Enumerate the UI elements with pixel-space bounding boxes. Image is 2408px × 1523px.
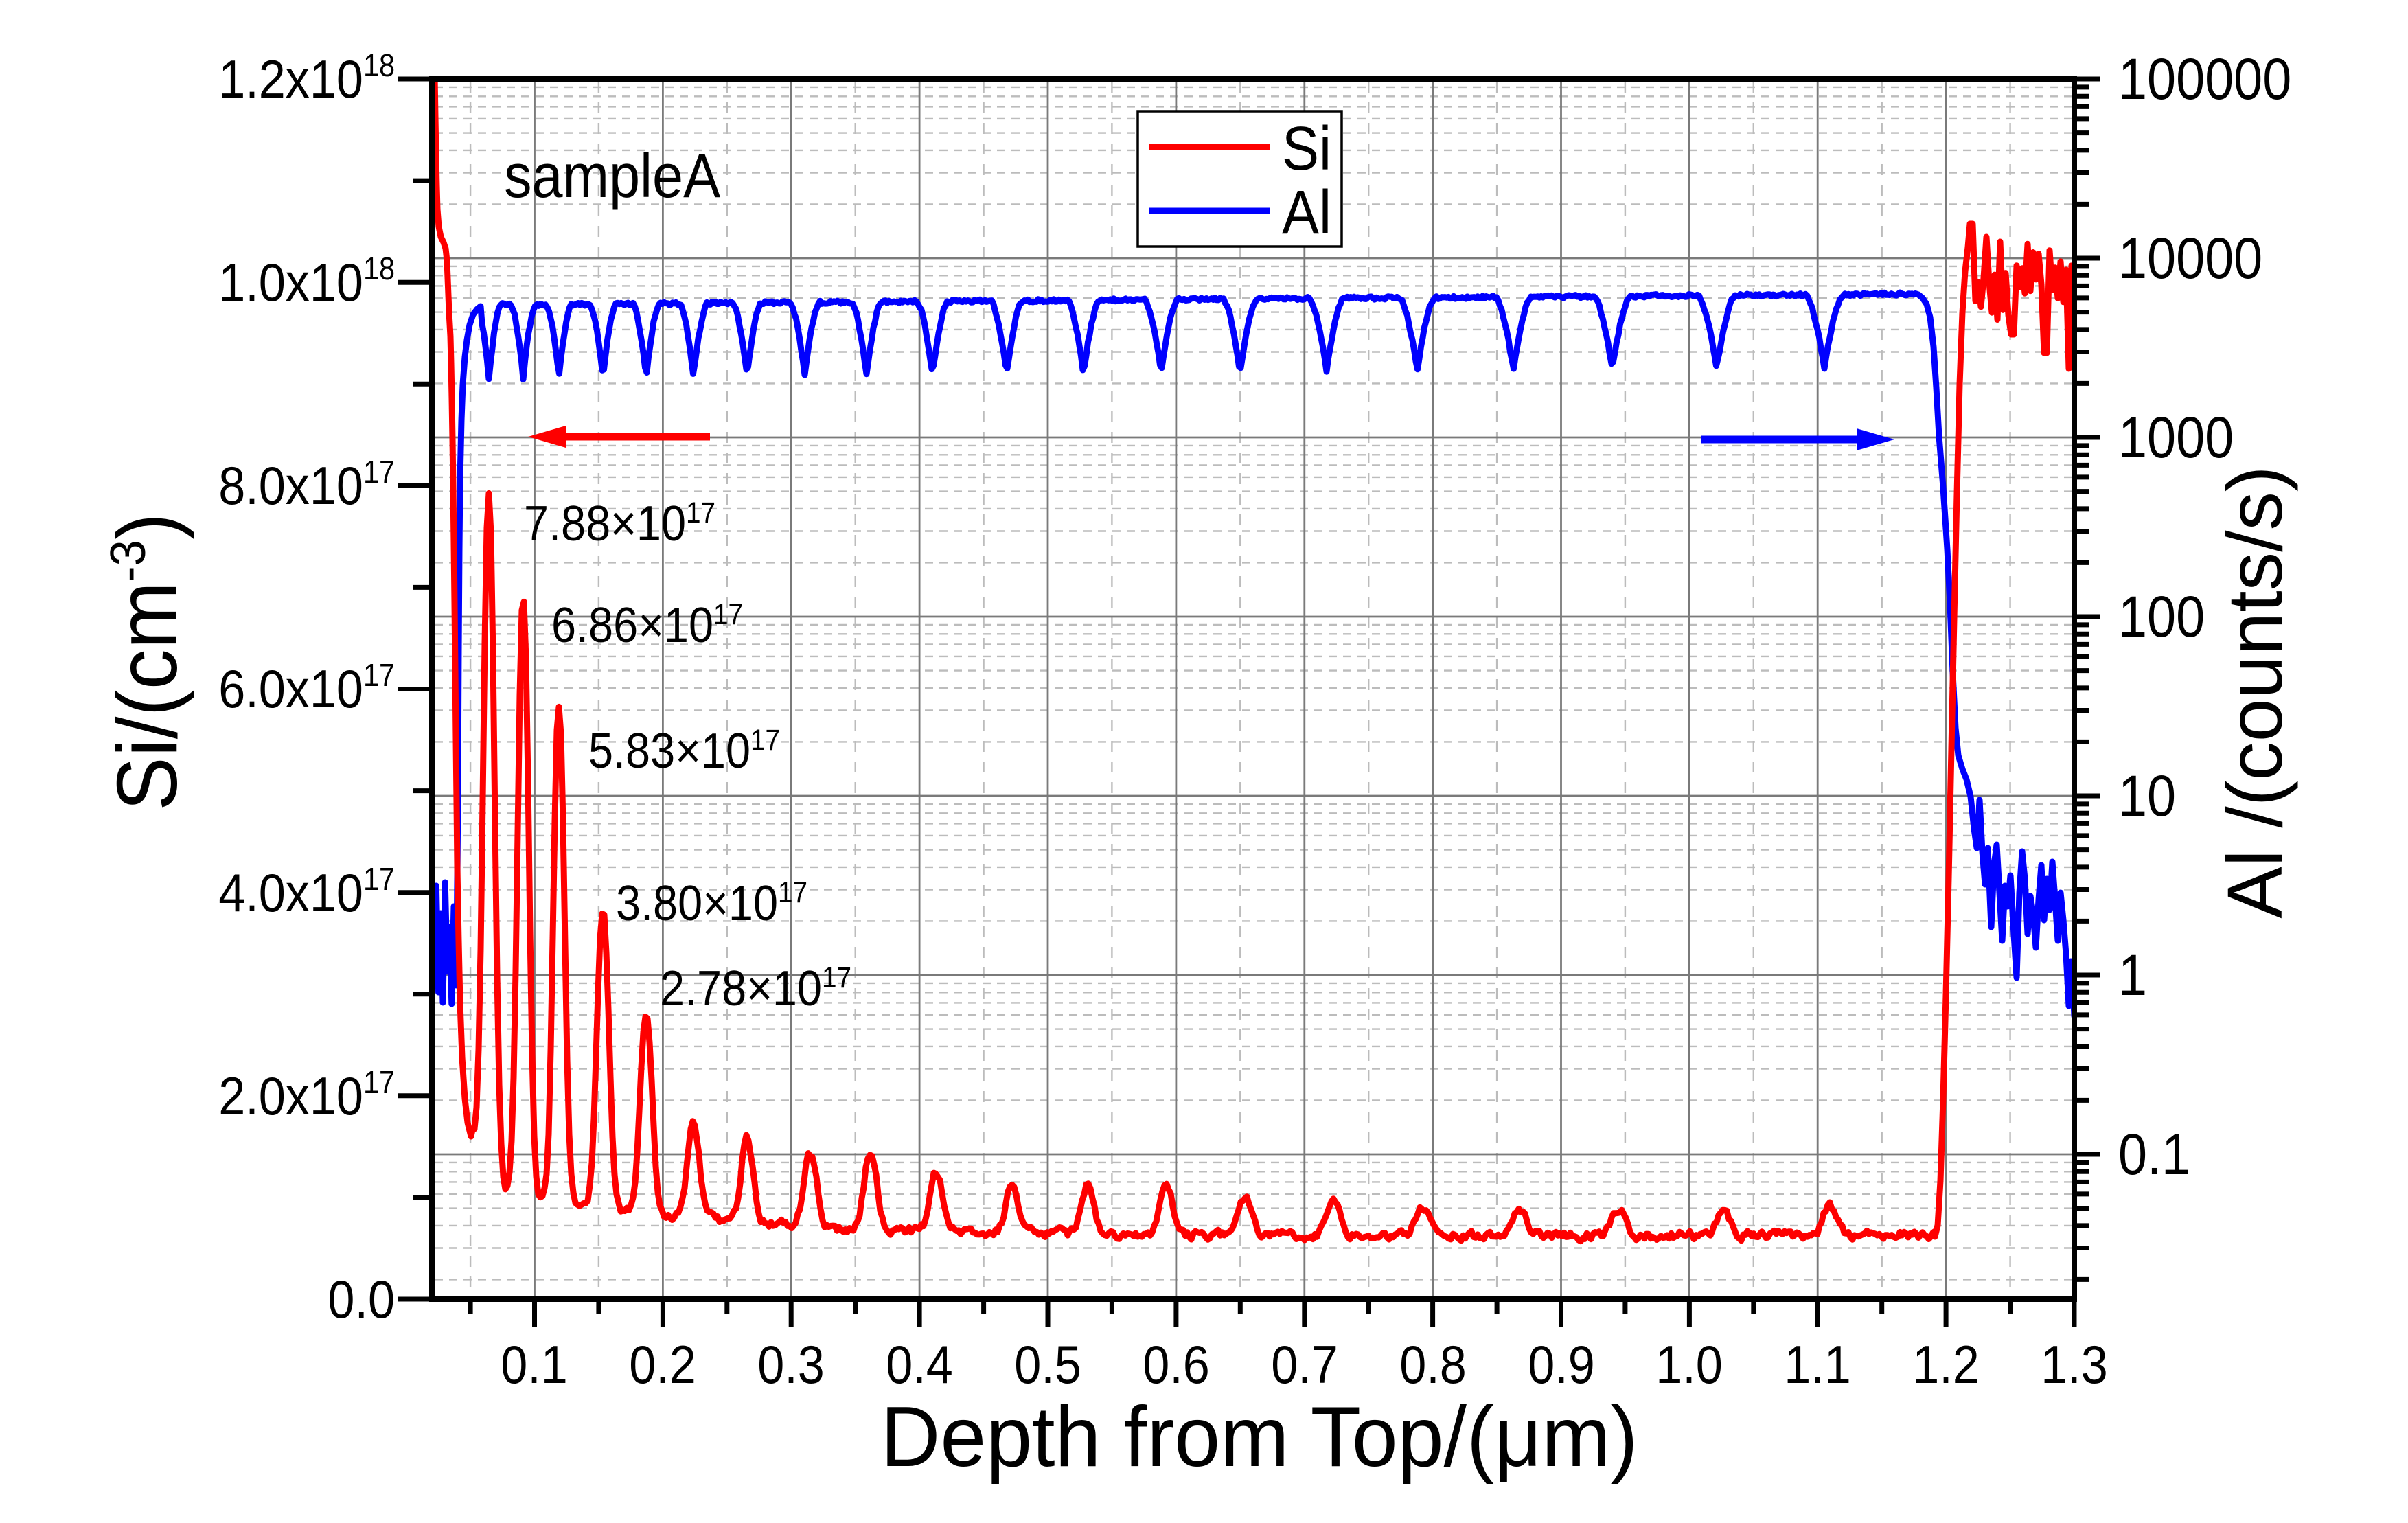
svg-text:Depth from Top/(μm): Depth from Top/(μm) bbox=[880, 1388, 1638, 1484]
svg-text:3.80×1017: 3.80×1017 bbox=[616, 875, 807, 931]
svg-text:0.6: 0.6 bbox=[1143, 1335, 1210, 1395]
svg-text:0.8: 0.8 bbox=[1399, 1335, 1467, 1395]
svg-text:1.3: 1.3 bbox=[2041, 1335, 2108, 1395]
svg-text:1: 1 bbox=[2118, 943, 2147, 1007]
svg-text:Al: Al bbox=[1282, 178, 1331, 247]
svg-text:0.0: 0.0 bbox=[328, 1270, 395, 1329]
svg-text:10: 10 bbox=[2118, 764, 2176, 828]
svg-text:7.88×1017: 7.88×1017 bbox=[524, 496, 715, 551]
svg-text:100: 100 bbox=[2118, 584, 2205, 649]
svg-text:0.4: 0.4 bbox=[886, 1335, 953, 1395]
svg-text:Si/(cm-3): Si/(cm-3) bbox=[100, 513, 194, 811]
svg-text:100000: 100000 bbox=[2118, 47, 2291, 111]
svg-text:0.5: 0.5 bbox=[1014, 1335, 1081, 1395]
svg-text:0.7: 0.7 bbox=[1271, 1335, 1338, 1395]
svg-text:Al /(counts/s): Al /(counts/s) bbox=[2212, 466, 2298, 918]
svg-text:6.86×1017: 6.86×1017 bbox=[551, 597, 743, 653]
svg-text:Si: Si bbox=[1282, 114, 1331, 183]
svg-text:1.1: 1.1 bbox=[1784, 1335, 1851, 1395]
svg-text:0.1: 0.1 bbox=[2118, 1122, 2190, 1187]
svg-text:0.1: 0.1 bbox=[501, 1335, 568, 1395]
svg-text:0.2: 0.2 bbox=[629, 1335, 696, 1395]
svg-text:0.9: 0.9 bbox=[1528, 1335, 1595, 1395]
svg-text:10000: 10000 bbox=[2118, 226, 2262, 290]
svg-text:0.3: 0.3 bbox=[757, 1335, 825, 1395]
svg-text:sampleA: sampleA bbox=[504, 141, 720, 211]
svg-text:5.83×1017: 5.83×1017 bbox=[588, 723, 780, 779]
svg-text:1000: 1000 bbox=[2118, 405, 2234, 470]
svg-text:2.78×1017: 2.78×1017 bbox=[660, 961, 851, 1016]
svg-text:1.2: 1.2 bbox=[1912, 1335, 1980, 1395]
svg-text:1.0: 1.0 bbox=[1655, 1335, 1723, 1395]
